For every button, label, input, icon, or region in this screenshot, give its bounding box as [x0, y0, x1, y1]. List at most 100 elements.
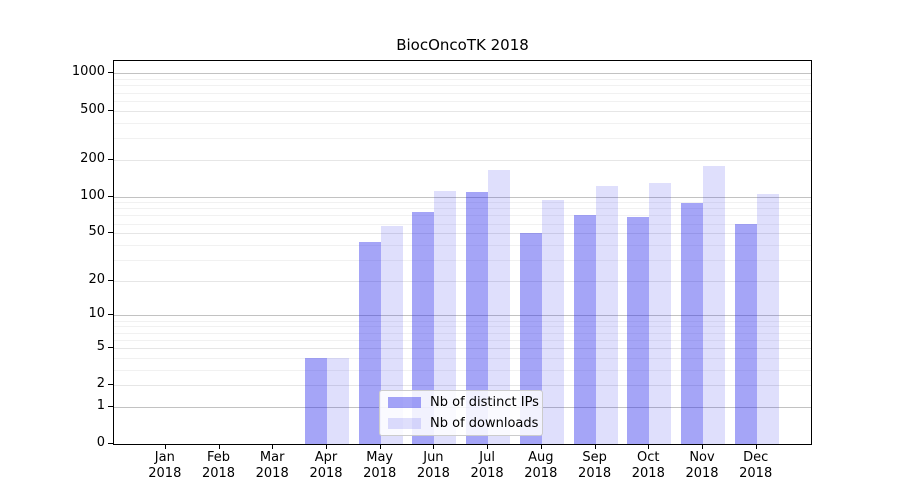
y-tick-label: 50: [88, 224, 105, 240]
x-tick: [433, 445, 435, 449]
minor-gridline: [114, 320, 811, 322]
minor-gridline: [114, 215, 811, 217]
minor-gridline: [114, 339, 811, 341]
y-tick: [108, 195, 113, 197]
x-tick-label: Mar 2018: [255, 450, 289, 481]
bar-downloads: [595, 185, 618, 444]
x-tick: [702, 445, 703, 449]
y-tick-label: 200: [80, 150, 105, 166]
y-tick-label: 1: [96, 397, 105, 413]
x-tick-label: Nov 2018: [685, 450, 719, 481]
minor-gridline: [114, 79, 811, 81]
x-tick-label: Jul 2018: [470, 450, 504, 481]
y-tick: [108, 109, 113, 111]
x-tick-label: Jun 2018: [416, 450, 450, 481]
x-tick: [272, 445, 274, 449]
major-gridline: [114, 73, 811, 75]
minor-gridline: [114, 137, 811, 139]
gridline: [114, 385, 811, 387]
minor-gridline: [114, 332, 811, 334]
minor-gridline: [114, 259, 811, 261]
minor-gridline: [114, 202, 811, 204]
y-tick: [108, 405, 113, 407]
y-tick-label: 5: [96, 338, 105, 354]
x-tick: [487, 445, 489, 449]
y-tick-label: 0: [96, 435, 105, 450]
bar-downloads: [649, 182, 672, 444]
bar-downloads: [434, 190, 457, 444]
x-tick-label: Sep 2018: [578, 450, 612, 481]
y-tick: [108, 314, 113, 316]
x-tick-label: Jan 2018: [148, 450, 182, 481]
legend-label-ips: Nb of distinct IPs: [430, 395, 539, 410]
legend-item-downloads: Nb of downloads: [388, 414, 538, 433]
y-tick: [108, 72, 113, 74]
bar-distinct-ips: [466, 192, 489, 444]
y-tick: [108, 346, 113, 348]
minor-gridline: [114, 92, 811, 94]
bar-distinct-ips: [358, 242, 381, 444]
minor-gridline: [114, 369, 811, 371]
legend: Nb of distinct IPs Nb of downloads: [379, 390, 543, 436]
chart-title: BiocOncoTK 2018: [396, 36, 529, 54]
y-tick-label: 500: [80, 101, 105, 117]
legend-item-ips: Nb of distinct IPs: [388, 393, 539, 412]
bar-downloads: [703, 166, 725, 444]
bar-distinct-ips: [627, 216, 650, 444]
x-tick: [648, 445, 650, 449]
major-gridline: [114, 196, 811, 198]
y-tick: [108, 158, 113, 160]
minor-gridline: [114, 326, 811, 328]
minor-gridline: [114, 244, 811, 246]
y-tick-label: 1000: [71, 64, 105, 80]
x-tick-label: Oct 2018: [631, 450, 665, 481]
x-tick-label: Dec 2018: [739, 450, 773, 481]
minor-gridline: [114, 208, 811, 210]
y-tick: [108, 232, 113, 234]
legend-swatch-downloads: [388, 418, 421, 429]
x-tick: [218, 445, 220, 449]
plot-area: [113, 60, 812, 445]
x-tick: [326, 445, 327, 449]
bar-distinct-ips: [681, 203, 703, 444]
bar-downloads: [488, 169, 511, 444]
minor-gridline: [114, 223, 811, 225]
x-tick: [755, 445, 757, 449]
legend-swatch-ips: [388, 397, 421, 408]
minor-gridline: [114, 100, 811, 102]
y-tick-label: 20: [88, 271, 105, 287]
gridline: [114, 347, 811, 349]
x-tick: [594, 445, 596, 449]
bar-downloads: [327, 357, 349, 444]
gridline: [114, 110, 811, 112]
x-tick-label: Aug 2018: [524, 450, 558, 481]
bar-downloads: [541, 200, 564, 444]
bar-distinct-ips: [412, 212, 435, 444]
minor-gridline: [114, 122, 811, 124]
y-tick-label: 2: [96, 376, 105, 392]
y-tick: [108, 384, 113, 386]
y-tick-label: 10: [88, 306, 105, 322]
x-tick-label: Apr 2018: [309, 450, 343, 481]
minor-gridline: [114, 357, 811, 359]
minor-gridline: [114, 85, 811, 87]
bar-distinct-ips: [305, 357, 327, 444]
y-tick: [108, 279, 113, 281]
bar-distinct-ips: [734, 224, 757, 444]
y-tick-label: 100: [80, 187, 105, 203]
x-tick: [379, 445, 381, 449]
gridline: [114, 280, 811, 282]
x-tick: [540, 445, 542, 449]
x-tick-label: May 2018: [363, 450, 397, 481]
x-tick-label: Feb 2018: [201, 450, 236, 481]
y-tick: [108, 443, 113, 444]
major-gridline: [114, 315, 811, 317]
legend-label-downloads: Nb of downloads: [430, 416, 539, 431]
bar-downloads: [380, 226, 403, 444]
x-tick: [164, 445, 166, 449]
gridline: [114, 233, 811, 235]
gridline: [114, 159, 811, 161]
bar-downloads: [756, 194, 779, 444]
bar-distinct-ips: [573, 214, 596, 444]
